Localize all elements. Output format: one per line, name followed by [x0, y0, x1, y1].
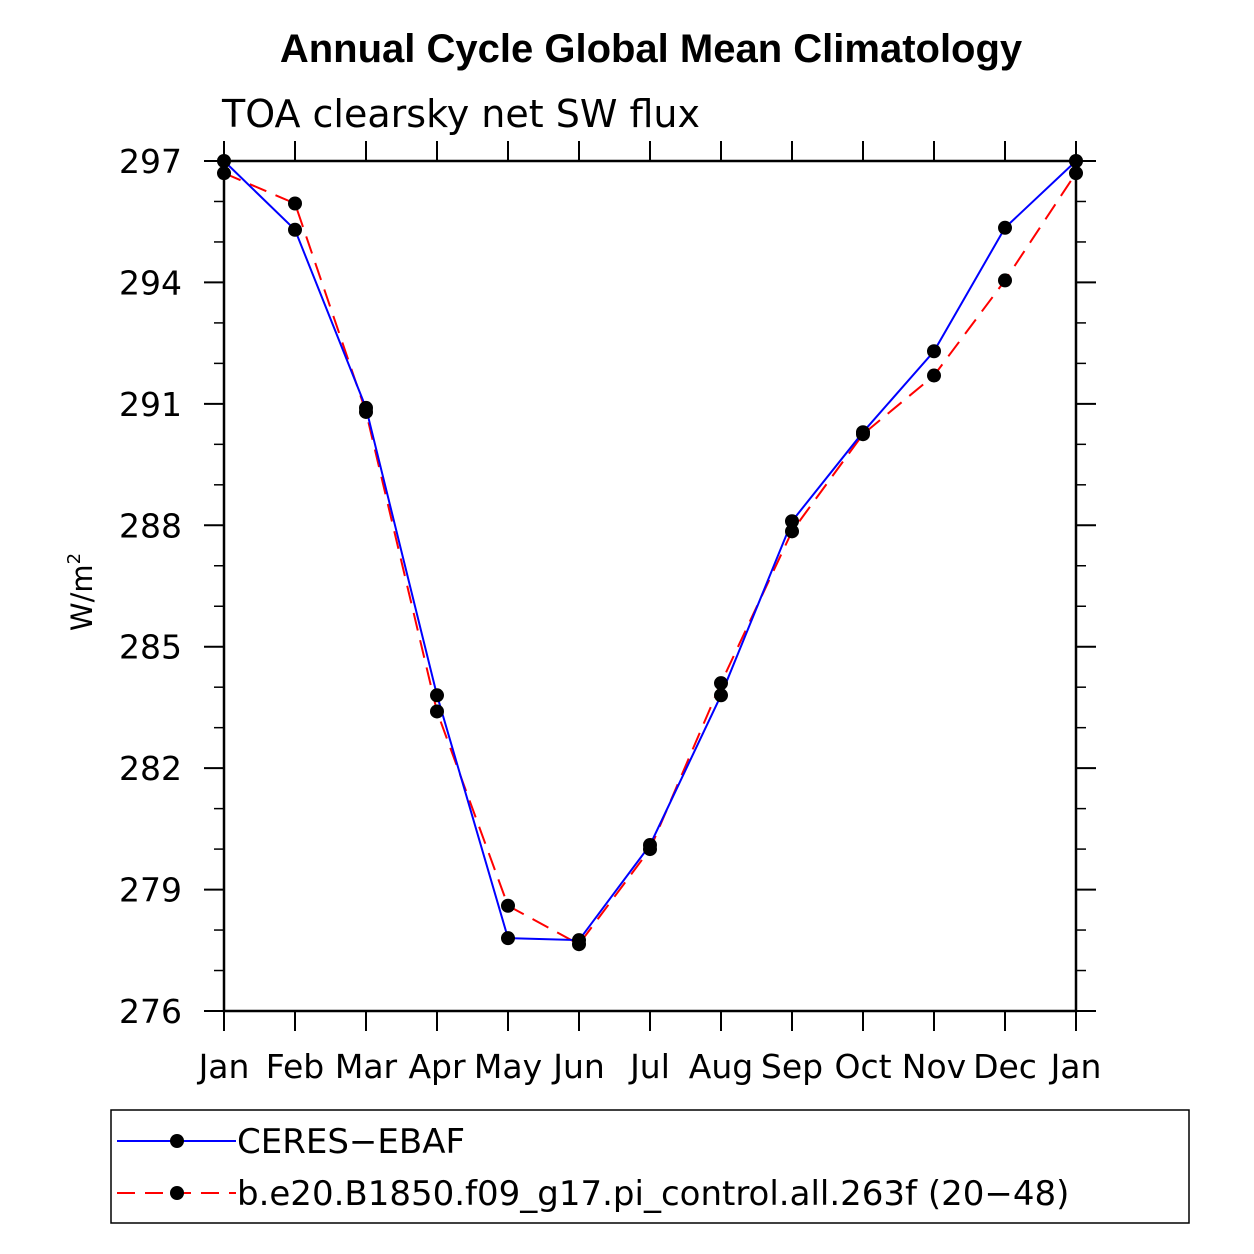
legend-label-ceres: CERES−EBAF	[237, 1122, 465, 1162]
data-point-s1-2	[359, 404, 373, 419]
y-axis-label-base: W/m	[65, 564, 99, 631]
data-point-s1-10	[927, 368, 941, 383]
series-line-1	[223, 172, 1077, 946]
x-tick-label: Dec	[973, 1047, 1037, 1086]
series-layer	[217, 154, 1083, 952]
axis-ticks	[204, 141, 1096, 1031]
x-tick-label: Jan	[1049, 1047, 1102, 1086]
x-tick-label: Nov	[902, 1047, 966, 1086]
data-point-s0-8	[785, 514, 799, 529]
legend-label-model: b.e20.B1850.f09_g17.pi_control.all.263f …	[237, 1174, 1069, 1214]
x-tick-label: Jul	[628, 1047, 670, 1086]
legend-box	[110, 1109, 1190, 1224]
y-tick-label: 282	[119, 749, 182, 788]
y-axis-label: W/m2	[64, 553, 99, 631]
data-point-s0-3	[430, 688, 444, 703]
data-point-s0-10	[927, 344, 941, 359]
data-point-s0-11	[998, 220, 1012, 235]
x-tick-label: Apr	[408, 1047, 466, 1086]
x-tick-label: Sep	[761, 1047, 823, 1086]
x-tick-label: Jan	[197, 1047, 250, 1086]
x-tick-label: Jun	[551, 1047, 605, 1086]
legend-entry-model: b.e20.B1850.f09_g17.pi_control.all.263f …	[117, 1174, 1069, 1214]
x-tick-label: Oct	[834, 1047, 891, 1086]
data-point-s1-11	[998, 273, 1012, 288]
y-tick-label: 285	[119, 628, 182, 667]
y-tick-label: 297	[119, 142, 182, 181]
y-tick-label: 276	[119, 992, 182, 1031]
x-tick-labels: Jan Feb Mar Apr May Jun Jul Aug Sep Oct Nov Dec Jan	[197, 1047, 1102, 1086]
data-point-s1-9	[856, 427, 870, 442]
y-tick-label: 288	[119, 506, 182, 545]
data-point-s1-6	[643, 842, 657, 857]
data-point-s1-3	[430, 704, 444, 719]
data-point-s1-8	[785, 524, 799, 539]
chart-title: Annual Cycle Global Mean Climatology	[280, 27, 1023, 71]
series-line-0	[223, 160, 1077, 942]
plot-frame	[222, 159, 1078, 1013]
data-point-s0-7	[714, 688, 728, 703]
x-tick-label: Mar	[335, 1047, 398, 1086]
x-tick-label: May	[474, 1047, 542, 1086]
data-point-s0-4	[501, 931, 515, 946]
y-axis-label-superscript: 2	[64, 553, 85, 564]
data-point-s1-1	[288, 196, 302, 211]
x-tick-label: Aug	[689, 1047, 753, 1086]
legend-marker-model	[170, 1186, 184, 1200]
svg-text:W/m2: W/m2	[64, 553, 99, 631]
data-point-s1-5	[572, 937, 586, 952]
y-tick-label: 291	[119, 385, 182, 424]
data-point-s0-1	[288, 222, 302, 237]
data-point-s1-4	[501, 898, 515, 913]
data-point-s1-7	[714, 676, 728, 691]
legend-entry-ceres: CERES−EBAF	[117, 1122, 465, 1162]
y-tick-labels: 276 279 282 285 288 291 294 297	[119, 142, 182, 1031]
y-tick-label: 279	[119, 871, 182, 910]
x-tick-label: Feb	[266, 1047, 324, 1086]
y-tick-label: 294	[119, 263, 182, 302]
legend-marker-ceres	[170, 1134, 184, 1148]
chart-subtitle: TOA clearsky net SW flux	[221, 92, 700, 136]
